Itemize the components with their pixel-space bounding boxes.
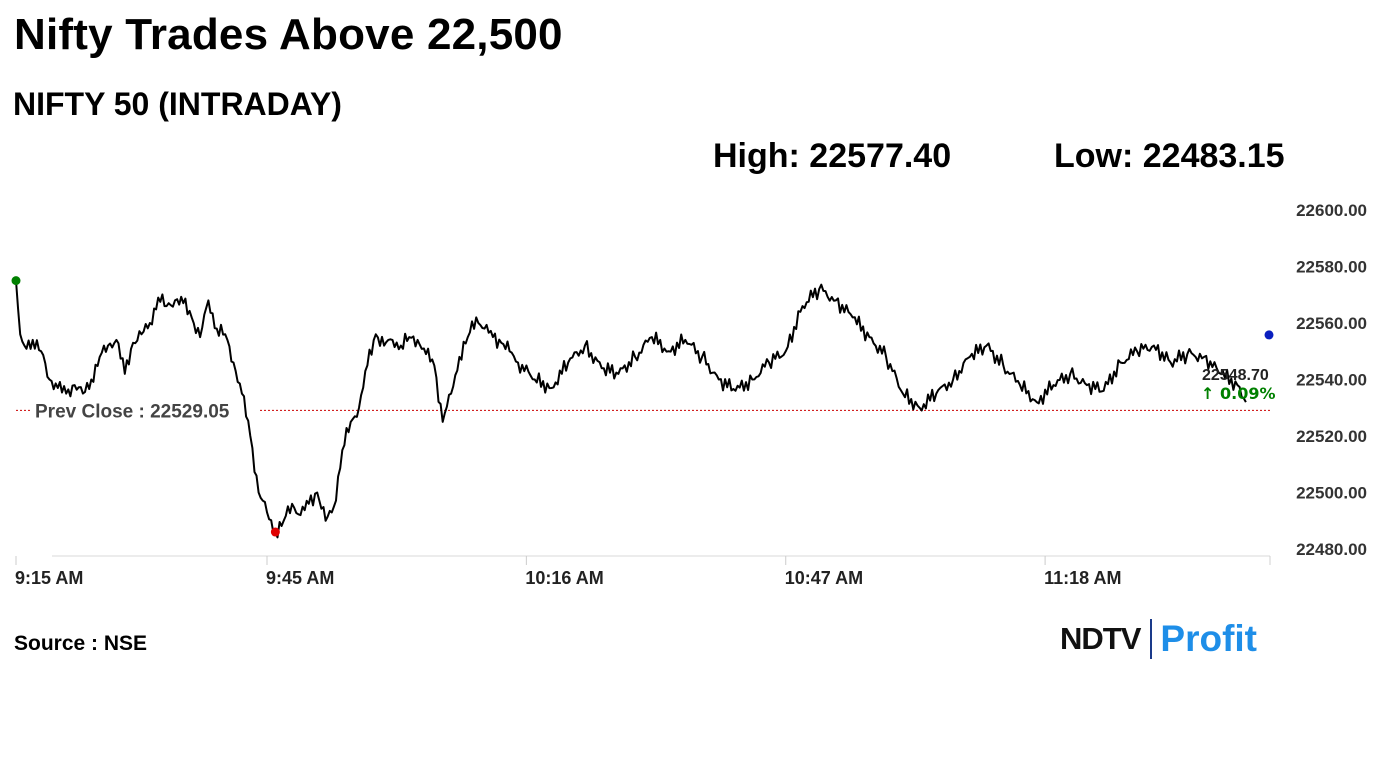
day-high: High: 22577.40 [713, 137, 952, 175]
logo-ndtv-text: NDTV [1060, 621, 1141, 656]
last-price-marker [1264, 330, 1274, 340]
y-tick-label: 22540.00 [1296, 371, 1367, 390]
day-low: Low: 22483.15 [1054, 137, 1285, 175]
prev-close-label: Prev Close : 22529.05 [35, 401, 230, 422]
x-tick-label: 9:45 AM [266, 568, 334, 588]
open-marker [11, 276, 21, 286]
change-percent-label: ↑ 0.09% [1201, 384, 1275, 403]
y-tick-label: 22560.00 [1296, 314, 1367, 333]
y-tick-label: 22600.00 [1296, 201, 1367, 220]
ndtv-profit-logo: NDTV Profit [1060, 617, 1257, 661]
logo-divider [1150, 619, 1153, 659]
source-note: Source : NSE [14, 632, 148, 655]
y-tick-label: 22480.00 [1296, 540, 1367, 559]
x-tick-label: 10:16 AM [525, 568, 603, 588]
day-low-marker [270, 527, 280, 537]
chart-subtitle: NIFTY 50 (INTRADAY) [13, 86, 342, 122]
prev-close-label-bg [30, 398, 258, 421]
last-price-label: 22548.70 [1202, 367, 1269, 384]
x-tick-label: 11:18 AM [1044, 568, 1121, 588]
y-tick-label: 22500.00 [1296, 484, 1367, 503]
headline: Nifty Trades Above 22,500 [14, 10, 563, 59]
x-tick-label: 10:47 AM [785, 568, 863, 588]
y-tick-label: 22580.00 [1296, 258, 1367, 277]
x-tick-label: 9:15 AM [15, 568, 83, 588]
logo-profit-text: Profit [1160, 618, 1257, 659]
y-tick-label: 22520.00 [1296, 427, 1367, 446]
price-line [15, 280, 1247, 539]
